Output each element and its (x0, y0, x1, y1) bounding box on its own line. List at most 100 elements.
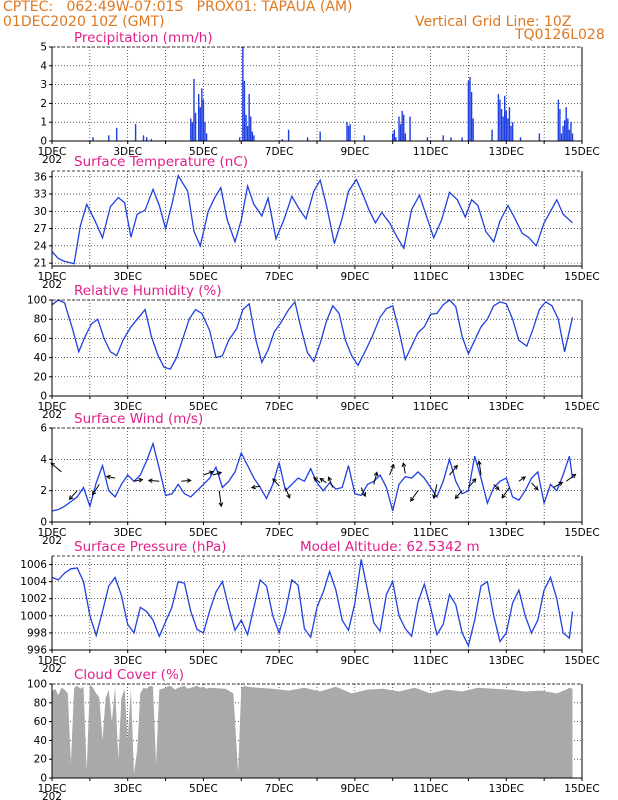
x-tick-label: 15DEC (564, 527, 599, 539)
precip-bar (242, 47, 244, 141)
wind-vector (553, 481, 563, 488)
wind-vector (410, 490, 419, 502)
y-tick-label: 4 (40, 60, 47, 72)
precip-bar (238, 137, 241, 141)
precip-bar (426, 137, 429, 141)
wind-vector-head (501, 493, 506, 499)
precip-bar (470, 92, 473, 141)
wind-vector (449, 465, 458, 476)
x-tick-label: 11DEC (413, 401, 448, 413)
wind-vector (360, 487, 366, 497)
precip-bar (562, 125, 564, 141)
wind-vector-head (494, 485, 500, 491)
wind-vector (454, 490, 463, 499)
y-tick-label: 6 (40, 423, 47, 435)
precip-bar (461, 137, 463, 141)
precip-bar (245, 114, 247, 141)
precip-bar (567, 118, 569, 141)
precip-bar (306, 137, 309, 141)
wind-vector-head (218, 502, 224, 508)
x-tick-label: 5DEC (189, 401, 218, 413)
wind-vector (212, 471, 222, 476)
wind-vector (501, 487, 510, 499)
x-tick-label: 3DEC (113, 146, 142, 158)
panel-title: Precipitation (mm/h) (74, 30, 213, 46)
y-tick-label: 20 (34, 754, 47, 766)
x-tick-label: 13DEC (489, 271, 524, 283)
wind-vector-head (432, 494, 437, 500)
x-tick-label: 9DEC (340, 527, 369, 539)
wind-vector-head (401, 462, 407, 468)
wind-vector (50, 462, 62, 473)
wind-vector (518, 476, 526, 482)
run-datetime: 01DEC2020 10Z (GMT) (3, 14, 165, 30)
wind-vector (181, 479, 191, 482)
y-tick-label: 1004 (20, 576, 47, 588)
precip-bar (403, 114, 405, 141)
y-tick-label: 20 (34, 371, 47, 383)
precip-bar (409, 116, 411, 141)
x-tick-label: 7DEC (265, 527, 294, 539)
wind-vector (148, 479, 160, 482)
x-year-label: 202 (42, 154, 62, 166)
x-tick-label: 11DEC (413, 146, 448, 158)
x-tick-label: 9DEC (340, 401, 369, 413)
precip-bar (197, 94, 200, 141)
y-tick-label: 0 (40, 773, 47, 785)
precip-bar (519, 137, 522, 141)
y-tick-label: 2 (40, 485, 47, 497)
precip-bar (193, 78, 195, 141)
x-year-label: 202 (42, 279, 62, 291)
wind-vector (478, 461, 482, 476)
precip-bar (191, 122, 194, 141)
y-tick-label: 40 (34, 735, 47, 747)
precip-bar (500, 109, 503, 141)
wind-vector-head (453, 464, 458, 470)
wind-vector-head (390, 463, 395, 469)
x-tick-label: 13DEC (489, 527, 524, 539)
x-tick-label: 3DEC (113, 271, 142, 283)
x-tick-label: 11DEC (413, 271, 448, 283)
x-tick-label: 1DEC (38, 655, 67, 667)
y-tick-label: 0 (40, 517, 47, 529)
panel-title: Surface Temperature (nC) (74, 154, 248, 170)
wind-vector-head (327, 476, 333, 482)
precip-bar (401, 110, 403, 141)
precip-bar (497, 94, 500, 141)
x-tick-label: 1DEC (38, 271, 67, 283)
precip-bar (559, 109, 561, 141)
precip-bar (450, 137, 452, 141)
precip-bar (202, 99, 205, 141)
precip-bar (134, 124, 137, 141)
precip-bar (363, 135, 366, 141)
x-tick-label: 1DEC (38, 783, 67, 795)
y-tick-label: 60 (34, 716, 47, 728)
y-tick-label: 0 (40, 391, 47, 403)
precip-bar (248, 94, 250, 141)
precip-bar (511, 122, 514, 141)
x-tick-label: 9DEC (340, 146, 369, 158)
x-tick-label: 13DEC (489, 783, 524, 795)
wind-vector (328, 477, 334, 488)
panel-title: Cloud Cover (%) (74, 667, 184, 683)
x-tick-label: 3DEC (113, 401, 142, 413)
x-tick-label: 1DEC (38, 146, 67, 158)
x-tick-label: 9DEC (340, 655, 369, 667)
wind-vector (565, 473, 576, 482)
cloud-cover-area (52, 684, 573, 778)
precip-bar (563, 120, 566, 141)
wind-vector-head (571, 473, 577, 479)
x-tick-label: 11DEC (413, 655, 448, 667)
precip-bar (538, 133, 541, 141)
y-tick-label: 40 (34, 352, 47, 364)
wind-vector (468, 478, 477, 488)
precip-bar (510, 125, 512, 141)
series-line (51, 173, 573, 265)
y-tick-label: 100 (27, 679, 47, 691)
x-tick-label: 15DEC (564, 783, 599, 795)
wind-vector (203, 471, 213, 476)
x-year-label: 202 (42, 409, 62, 421)
x-year-label: 202 (42, 791, 62, 800)
series-line (51, 559, 574, 648)
